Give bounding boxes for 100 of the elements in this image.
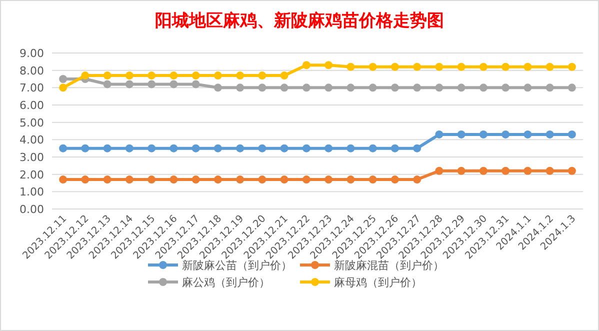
point — [81, 144, 90, 152]
point — [368, 84, 377, 92]
point — [568, 166, 576, 175]
point — [214, 84, 222, 92]
point — [368, 176, 377, 184]
point — [479, 130, 488, 138]
point — [346, 84, 355, 92]
point — [103, 144, 112, 152]
point — [59, 176, 68, 184]
point — [346, 144, 355, 152]
point — [368, 144, 377, 152]
point — [192, 72, 200, 80]
legend-label: 麻母鸡（到户价） — [334, 276, 422, 289]
point — [324, 84, 333, 92]
y-tick-label: 1.00 — [20, 186, 44, 199]
point — [81, 72, 90, 80]
point — [192, 80, 200, 88]
point — [324, 144, 333, 152]
point — [125, 80, 134, 88]
legend-label: 新陂麻混苗（到户价） — [334, 259, 444, 272]
point — [59, 144, 68, 152]
point — [280, 144, 288, 152]
point — [390, 176, 399, 184]
point — [103, 72, 112, 80]
point — [502, 166, 510, 175]
point — [170, 176, 178, 184]
point — [192, 176, 200, 184]
point — [568, 84, 576, 92]
point — [413, 176, 422, 184]
point — [236, 84, 244, 92]
point — [568, 62, 576, 71]
point — [390, 84, 399, 92]
point — [170, 80, 178, 88]
point — [502, 84, 510, 92]
point — [148, 144, 156, 152]
point — [546, 84, 554, 92]
point — [59, 84, 68, 92]
point — [236, 144, 244, 152]
point — [170, 144, 178, 152]
point — [214, 176, 222, 184]
point — [170, 72, 178, 80]
point — [258, 144, 266, 152]
point — [524, 166, 532, 175]
point — [302, 144, 310, 152]
point — [81, 176, 90, 184]
point — [302, 176, 310, 184]
y-tick-label: 0.00 — [20, 203, 44, 216]
point — [214, 144, 222, 152]
point — [568, 130, 576, 138]
point — [435, 84, 444, 92]
point — [390, 62, 399, 71]
chart-title: 阳城地区麻鸡、新陂麻鸡苗价格走势图 — [155, 11, 444, 31]
point — [457, 84, 466, 92]
legend-label: 新陂麻公苗（到户价） — [182, 259, 292, 272]
point — [524, 84, 532, 92]
point — [280, 72, 288, 80]
y-tick-label: 6.00 — [20, 99, 44, 112]
point — [457, 62, 466, 71]
point — [125, 72, 134, 80]
point — [324, 61, 333, 70]
y-tick-label: 5.00 — [20, 116, 44, 130]
point — [346, 62, 355, 71]
point — [479, 166, 488, 175]
point — [280, 176, 288, 184]
legend-label: 麻公鸡（到户价） — [182, 276, 270, 289]
point — [457, 166, 466, 175]
point — [302, 61, 310, 70]
point — [236, 176, 244, 184]
point — [435, 130, 444, 138]
point — [524, 62, 532, 71]
point — [546, 62, 554, 71]
y-tick-label: 3.00 — [20, 151, 44, 164]
y-tick-label: 4.00 — [20, 134, 44, 147]
point — [368, 62, 377, 71]
point — [258, 72, 266, 80]
point — [258, 84, 266, 92]
point — [502, 130, 510, 138]
point — [125, 176, 134, 184]
point — [302, 84, 310, 92]
point — [324, 176, 333, 184]
point — [346, 176, 355, 184]
y-tick-label: 8.00 — [20, 64, 44, 78]
y-tick-label: 7.00 — [20, 82, 44, 95]
point — [390, 144, 399, 152]
point — [479, 62, 488, 71]
point — [236, 72, 244, 80]
point — [258, 176, 266, 184]
point — [280, 84, 288, 92]
point — [524, 130, 532, 138]
point — [103, 176, 112, 184]
point — [148, 72, 156, 80]
point — [435, 62, 444, 71]
y-tick-label: 9.00 — [20, 47, 44, 60]
point — [457, 130, 466, 138]
point — [435, 166, 444, 175]
point — [148, 176, 156, 184]
point — [148, 80, 156, 88]
point — [479, 84, 488, 92]
point — [413, 84, 422, 92]
point — [59, 75, 68, 83]
